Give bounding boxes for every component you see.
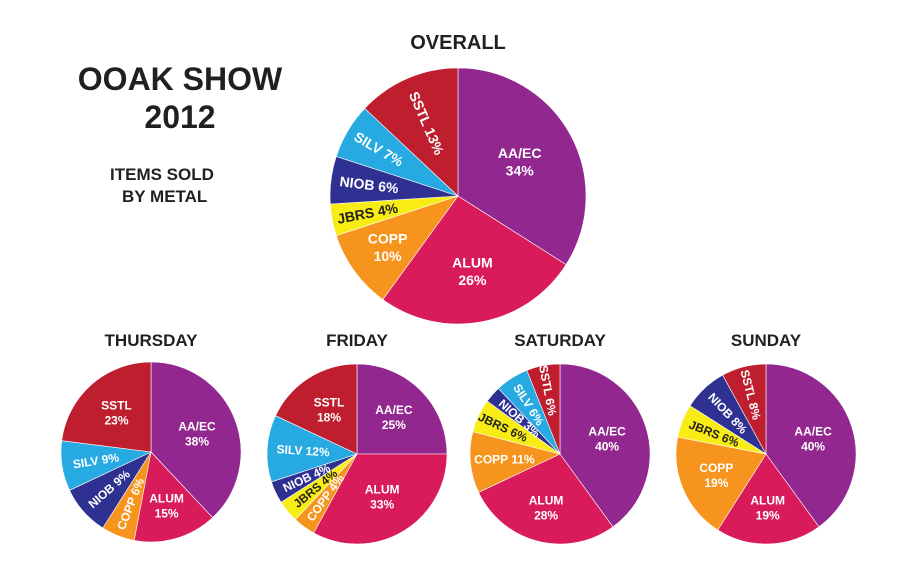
slice-label-overall-niob: NIOB 6% bbox=[339, 173, 400, 196]
slice-label-percent: 28% bbox=[534, 509, 558, 523]
slice-label-thursday-aa-ec: AA/EC 38% bbox=[178, 420, 216, 449]
slice-label-percent: 23% bbox=[104, 414, 128, 428]
slice-label-name: SSTL bbox=[101, 399, 132, 413]
slice-label-name: COPP bbox=[699, 461, 733, 475]
chart-title-friday: FRIDAY bbox=[326, 331, 388, 350]
pie-slice-saturday-alum bbox=[478, 453, 614, 545]
slice-label-name: COPP 11% bbox=[474, 453, 535, 467]
slice-label-percent: 26% bbox=[458, 272, 487, 288]
pie-slice-friday-aa-ec bbox=[356, 363, 448, 455]
slice-label-name: ALUM bbox=[750, 494, 785, 508]
slice-label-saturday-aa-ec: AA/EC 40% bbox=[588, 424, 626, 453]
slice-label-name: SSTL bbox=[314, 396, 345, 410]
slice-label-percent: 33% bbox=[370, 497, 394, 511]
slice-label-percent: 15% bbox=[155, 506, 179, 520]
slice-label-percent: 40% bbox=[595, 439, 619, 453]
slice-label-name: COPP bbox=[368, 230, 408, 246]
slice-label-friday-aa-ec: AA/EC 25% bbox=[375, 403, 413, 432]
slice-label-friday-alum: ALUM 33% bbox=[365, 482, 400, 511]
pie-slice-thursday-sstl bbox=[61, 361, 152, 453]
pie-slice-overall-sstl bbox=[364, 67, 459, 197]
slice-label-sunday-copp: COPP 19% bbox=[699, 461, 733, 490]
slice-label-sunday-aa-ec: AA/EC 40% bbox=[794, 424, 832, 453]
pie-slice-sunday-aa-ec bbox=[765, 363, 857, 528]
slice-label-friday-silv: SILV 12% bbox=[276, 442, 330, 459]
slice-label-overall-alum: ALUM 26% bbox=[452, 255, 492, 289]
pie-slice-thursday-alum bbox=[133, 451, 214, 543]
subtitle-line-1: ITEMS SOLD bbox=[110, 165, 214, 184]
pie-slice-saturday-aa-ec bbox=[559, 363, 651, 528]
slice-label-overall-aa-ec: AA/EC 34% bbox=[498, 145, 542, 179]
slice-label-name: ALUM bbox=[365, 482, 400, 496]
pie-slice-thursday-aa-ec bbox=[150, 361, 242, 519]
pie-slice-friday-sstl bbox=[275, 363, 358, 455]
slice-label-percent: 38% bbox=[185, 435, 209, 449]
pie-slice-sunday-alum bbox=[717, 453, 820, 545]
slice-label-saturday-copp: COPP 11% bbox=[474, 453, 535, 467]
pie-slice-overall-alum bbox=[382, 195, 567, 325]
pie-slice-friday-silv bbox=[266, 415, 358, 483]
pie-slice-overall-aa-ec bbox=[457, 67, 587, 266]
slice-label-percent: 34% bbox=[506, 163, 535, 179]
slice-label-name: AA/EC bbox=[794, 424, 832, 438]
slice-label-thursday-sstl: SSTL 23% bbox=[101, 399, 132, 428]
slice-label-name: ALUM bbox=[529, 494, 564, 508]
slice-label-thursday-alum: ALUM 15% bbox=[149, 491, 184, 520]
chart-title-overall: OVERALL bbox=[410, 32, 506, 54]
chart-title-sunday: SUNDAY bbox=[731, 331, 802, 350]
chart-title-thursday: THURSDAY bbox=[105, 331, 199, 350]
main-title: OOAK SHOW 2012 bbox=[60, 60, 300, 136]
slice-label-overall-copp: COPP 10% bbox=[368, 230, 408, 263]
main-title-line-1: OOAK SHOW bbox=[77, 61, 283, 97]
slice-label-name: ALUM bbox=[149, 491, 184, 505]
slice-label-name: AA/EC bbox=[498, 145, 542, 161]
slice-label-name: AA/EC bbox=[178, 420, 216, 434]
slice-label-name: AA/EC bbox=[588, 424, 626, 438]
slice-label-percent: 18% bbox=[317, 411, 341, 425]
slice-label-percent: 40% bbox=[801, 439, 825, 453]
pie-slice-sunday-copp bbox=[675, 436, 767, 531]
slice-label-name: ALUM bbox=[452, 255, 492, 271]
slice-label-name: AA/EC bbox=[375, 403, 413, 417]
slice-label-percent: 25% bbox=[382, 418, 406, 432]
pie-slice-friday-alum bbox=[313, 453, 448, 545]
subtitle: ITEMS SOLD BY METAL bbox=[110, 164, 270, 208]
slice-label-percent: 19% bbox=[756, 509, 780, 523]
pie-slice-sunday-sstl bbox=[722, 363, 767, 455]
pie-slice-saturday-sstl bbox=[526, 363, 561, 455]
slice-label-saturday-alum: ALUM 28% bbox=[529, 494, 564, 523]
main-title-line-2: 2012 bbox=[144, 99, 216, 135]
slice-label-sunday-alum: ALUM 19% bbox=[750, 494, 785, 523]
subtitle-line-2: BY METAL bbox=[122, 187, 208, 206]
slice-label-percent: 19% bbox=[704, 476, 728, 490]
slice-label-friday-sstl: SSTL 18% bbox=[314, 396, 345, 425]
chart-title-saturday: SATURDAY bbox=[514, 331, 606, 350]
slice-label-percent: 10% bbox=[374, 248, 403, 264]
pie-slice-overall-copp bbox=[335, 195, 459, 300]
